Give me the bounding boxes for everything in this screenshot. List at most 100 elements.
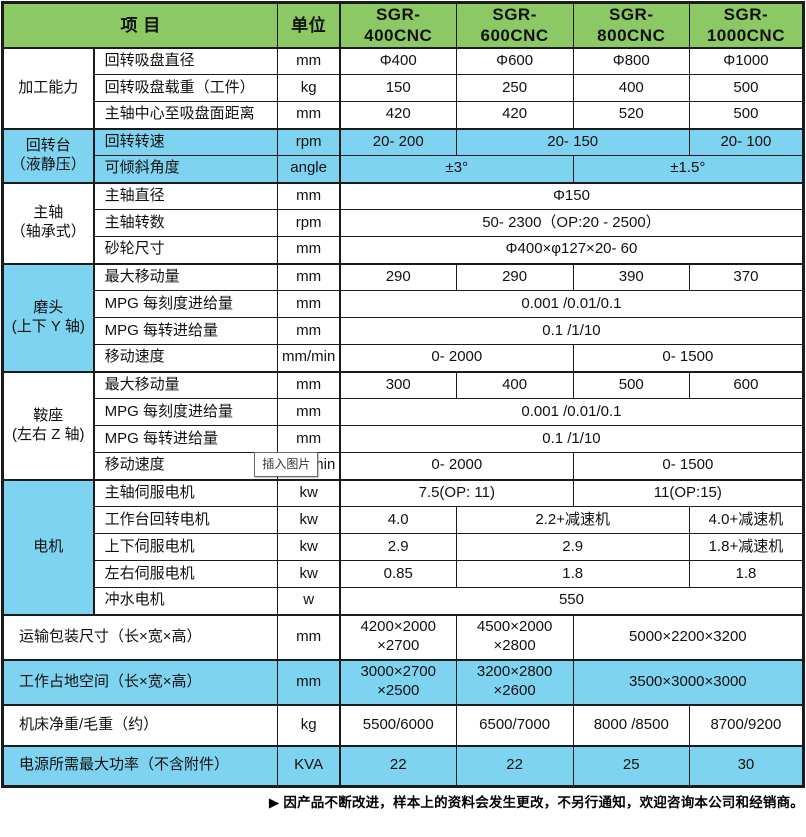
table-row: 回转台 （液静压） 回转转速 rpm 20- 200 20- 150 20- 1…	[1, 127, 805, 183]
row-label: 主轴直径	[93, 181, 279, 210]
value-cell: 4200×2000 ×2700	[339, 613, 457, 660]
table-row: 电机 主轴伺服电机 kw 7.5(OP: 11) 11(OP:15)	[1, 478, 805, 615]
row-label: MPG 每转进给量	[93, 425, 279, 453]
table-row: 电源所需最大功率（不含附件） KVA 22 22 25 30	[1, 744, 805, 787]
value-cell: 420	[339, 101, 457, 129]
value-cell: 150	[339, 74, 457, 102]
value-cell: 4500×2000 ×2800	[455, 613, 574, 660]
value-cell: 8700/9200	[688, 703, 805, 746]
value-cell: 0.85	[339, 560, 457, 588]
unit-cell: mm/min 插入图片	[254, 452, 341, 480]
unit-cell: mm	[277, 398, 341, 426]
value-cell: 500	[572, 370, 690, 399]
row-label: 电源所需最大功率（不含附件）	[1, 744, 279, 787]
value-cell: 20- 150	[455, 127, 690, 156]
unit-cell: kg	[277, 74, 341, 102]
value-cell: 22	[339, 744, 457, 787]
row-label: 砂轮尺寸	[93, 236, 279, 264]
unit-cell: angle	[277, 155, 341, 183]
value-cell: 1.8	[455, 560, 690, 588]
value-cell: 370	[688, 262, 805, 291]
row-label: 主轴中心至吸盘面距离	[93, 101, 279, 129]
value-cell: 0.001 /0.01/0.1	[339, 290, 804, 318]
row-label: 冲水电机	[93, 587, 279, 615]
value-cell: 3200×2800 ×2600	[455, 658, 574, 705]
section-title-saddle: 鞍座 (左右 Z 轴)	[1, 370, 95, 480]
value-cell: 390	[572, 262, 690, 291]
spec-sheet-page: 项 目 单位 SGR-400CNC SGR-600CNC SGR-800CNC …	[1, 1, 805, 810]
value-cell: 520	[572, 101, 690, 129]
unit-cell: mm	[277, 613, 341, 660]
row-label: 回转转速	[93, 127, 279, 156]
value-cell: 3000×2700 ×2500	[339, 658, 457, 705]
table-row: 上下伺服电机 kw 2.9 2.9 1.8+减速机	[3, 533, 805, 561]
row-label: MPG 每刻度进给量	[93, 290, 279, 318]
unit-cell: mm	[277, 425, 341, 453]
section-title-capability: 加工能力	[1, 46, 95, 129]
value-cell: 2.9	[339, 533, 457, 561]
value-cell: 290	[339, 262, 457, 291]
insert-image-tooltip[interactable]: 插入图片	[254, 452, 319, 477]
table-row: 主轴 （轴承式） 主轴直径 mm Φ150	[1, 181, 804, 264]
table-row: 加工能力 回转吸盘直径 mm Φ400 Φ600 Φ800 Φ1000	[1, 46, 805, 129]
value-cell: Φ1000	[688, 46, 805, 75]
table-row: 移动速度 mm/min 0- 2000 0- 1500	[3, 344, 805, 372]
unit-cell: mm	[277, 370, 341, 399]
row-label: 运输包装尺寸（长×宽×高）	[1, 613, 279, 660]
value-cell: 2.2+减速机	[455, 506, 690, 534]
value-cell: 20- 100	[688, 127, 805, 156]
unit-cell: kw	[277, 478, 341, 507]
row-label: MPG 每刻度进给量	[93, 398, 279, 426]
value-cell: Φ600	[455, 46, 574, 75]
unit-cell: KVA	[277, 744, 341, 787]
table-row: 运输包装尺寸（长×宽×高） mm 4200×2000 ×2700 4500×20…	[1, 613, 805, 660]
value-cell: 30	[688, 744, 805, 787]
value-cell: 5000×2200×3200	[572, 613, 805, 660]
row-label: 主轴伺服电机	[93, 478, 279, 507]
table-row: MPG 每刻度进给量 mm 0.001 /0.01/0.1	[3, 398, 804, 426]
value-cell: 400	[572, 74, 690, 102]
unit-cell: w	[277, 587, 341, 615]
value-cell: 300	[339, 370, 457, 399]
row-label: 回转吸盘载重（工件）	[93, 74, 279, 102]
row-label: 工作台回转电机	[93, 506, 279, 534]
value-cell: 3500×3000×3000	[572, 658, 805, 705]
value-cell: 0- 1500	[572, 452, 805, 480]
value-cell: 420	[455, 101, 574, 129]
unit-cell: rpm	[277, 209, 341, 237]
unit-cell: kw	[277, 506, 341, 534]
value-cell: 400	[455, 370, 574, 399]
value-cell: 25	[572, 744, 690, 787]
table-row: 移动速度 mm/min 插入图片 0- 2000 0- 1500	[3, 452, 805, 480]
section-title-spindle: 主轴 （轴承式）	[1, 181, 95, 264]
value-cell: 4.0	[339, 506, 457, 534]
unit-cell: kg	[277, 703, 341, 746]
unit-cell: mm	[277, 262, 341, 291]
row-label: 工作占地空间（长×宽×高）	[1, 658, 279, 705]
header-model-sgr600: SGR-600CNC	[455, 2, 574, 49]
unit-cell: kw	[277, 560, 341, 588]
value-cell: 0.1 /1/10	[339, 317, 804, 345]
row-label: 可倾斜角度	[93, 155, 279, 183]
footnote: ▶ 因产品不断改进，样本上的资料会发生更改，不另行通知，欢迎咨询本公司和经销商。	[268, 795, 804, 810]
unit-cell: mm	[277, 101, 341, 129]
value-cell: Φ400	[339, 46, 457, 75]
table-row: 磨头 (上下 Y 轴) 最大移动量 mm 290 290 390 370	[1, 262, 805, 372]
table-row: 可倾斜角度 angle ±3° ±1.5°	[3, 155, 805, 183]
unit-cell: mm	[277, 181, 341, 210]
table-row: 机床净重/毛重（约） kg 5500/6000 6500/7000 8000 /…	[1, 703, 805, 746]
unit-cell: rpm	[277, 127, 341, 156]
value-cell: 0.001 /0.01/0.1	[339, 398, 804, 426]
row-label: MPG 每转进给量	[93, 317, 279, 345]
row-label: 移动速度	[93, 452, 279, 480]
value-cell: 290	[455, 262, 574, 291]
value-cell: 250	[455, 74, 574, 102]
section-title-rotary-table: 回转台 （液静压）	[1, 127, 95, 183]
header-unit: 单位	[277, 2, 341, 49]
value-cell: 11(OP:15)	[572, 478, 805, 507]
table-row: 左右伺服电机 kw 0.85 1.8 1.8	[3, 560, 805, 588]
value-cell: 22	[455, 744, 574, 787]
value-cell: 2.9	[455, 533, 690, 561]
header-model-sgr800: SGR-800CNC	[572, 2, 690, 49]
value-cell: 0- 2000	[339, 452, 574, 480]
